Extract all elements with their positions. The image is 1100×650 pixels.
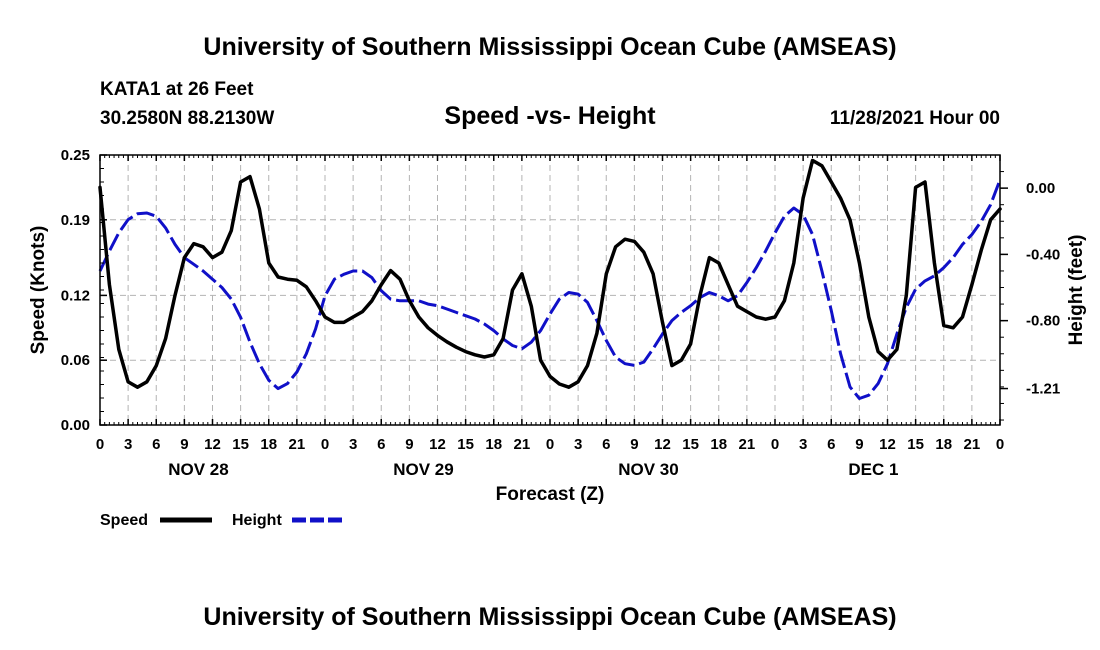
y2-tick-label: -0.40 [1026, 246, 1060, 263]
height-line [98, 179, 1002, 400]
y2-tick-label: 0.00 [1026, 180, 1055, 197]
x-tick-label: 0 [321, 436, 329, 453]
x-tick-label: 18 [485, 436, 502, 453]
x-tick-label: 9 [180, 436, 188, 453]
x-tick-label: 0 [996, 436, 1004, 453]
coordinates-label: 30.2580N 88.2130W [100, 108, 274, 129]
x-tick-label: 15 [682, 436, 699, 453]
day-label: DEC 1 [848, 460, 898, 479]
x-axis: 0 3 6 9 12 15 18 21 0 3 6 9 12 15 18 21 0 3 6 9 12 15 18 21 0 3 6 9… [96, 155, 1004, 453]
day-label: NOV 30 [618, 460, 678, 479]
x-tick-label: 3 [124, 436, 132, 453]
x-tick-label: 12 [429, 436, 446, 453]
y-tick-label: 0.19 [61, 212, 90, 229]
x-tick-label: 12 [879, 436, 896, 453]
left-y-axis: 0.00 0.06 0.12 0.19 0.25 [61, 147, 107, 434]
x-tick-label: 6 [152, 436, 160, 453]
left-y-axis-title: Speed (Knots) [28, 226, 49, 355]
x-tick-label: 9 [855, 436, 863, 453]
x-tick-label: 0 [771, 436, 779, 453]
speed-series [98, 158, 1002, 389]
y-tick-label: 0.06 [61, 352, 90, 369]
day-label: NOV 28 [168, 460, 228, 479]
x-tick-label: 3 [574, 436, 582, 453]
x-tick-label: 21 [514, 436, 531, 453]
x-tick-label: 18 [260, 436, 277, 453]
x-tick-label: 0 [96, 436, 104, 453]
x-tick-label: 6 [377, 436, 385, 453]
x-tick-label: 12 [654, 436, 671, 453]
day-label: NOV 29 [393, 460, 453, 479]
x-tick-label: 3 [349, 436, 357, 453]
y-tick-label: 0.12 [61, 287, 90, 304]
right-y-axis: 0.00 -0.40 -0.80 -1.21 [1000, 171, 1060, 421]
x-tick-label: 15 [907, 436, 924, 453]
x-tick-label: 21 [739, 436, 756, 453]
right-y-axis-title: Height (feet) [1066, 235, 1087, 346]
x-tick-label: 9 [630, 436, 638, 453]
legend-height-label: Height [232, 512, 282, 529]
x-tick-label: 18 [710, 436, 727, 453]
y-tick-label: 0.25 [61, 147, 90, 164]
day-labels: NOV 28 NOV 29 NOV 30 DEC 1 [168, 460, 898, 479]
x-tick-label: 18 [935, 436, 952, 453]
x-tick-label: 15 [232, 436, 249, 453]
x-tick-label: 6 [827, 436, 835, 453]
y2-tick-label: -0.80 [1026, 313, 1060, 330]
main-title: University of Southern Mississippi Ocean… [203, 33, 896, 61]
station-label: KATA1 at 26 Feet [100, 79, 254, 100]
chart-subtitle: Speed -vs- Height [444, 102, 656, 130]
forecast-datetime: 11/28/2021 Hour 00 [830, 108, 1000, 129]
x-tick-label: 21 [964, 436, 981, 453]
x-tick-label: 21 [289, 436, 306, 453]
y-tick-label: 0.00 [61, 417, 90, 434]
speed-line [98, 158, 1002, 389]
x-axis-title: Forecast (Z) [496, 484, 605, 505]
x-tick-label: 9 [405, 436, 413, 453]
x-tick-label: 6 [602, 436, 610, 453]
footer-title: University of Southern Mississippi Ocean… [203, 603, 896, 631]
x-tick-label: 15 [457, 436, 474, 453]
height-series [98, 179, 1002, 400]
y2-tick-label: -1.21 [1026, 381, 1060, 398]
legend-speed-label: Speed [100, 512, 148, 529]
x-tick-label: 0 [546, 436, 554, 453]
x-tick-label: 12 [204, 436, 221, 453]
legend: Speed Height [100, 512, 342, 529]
x-tick-label: 3 [799, 436, 807, 453]
